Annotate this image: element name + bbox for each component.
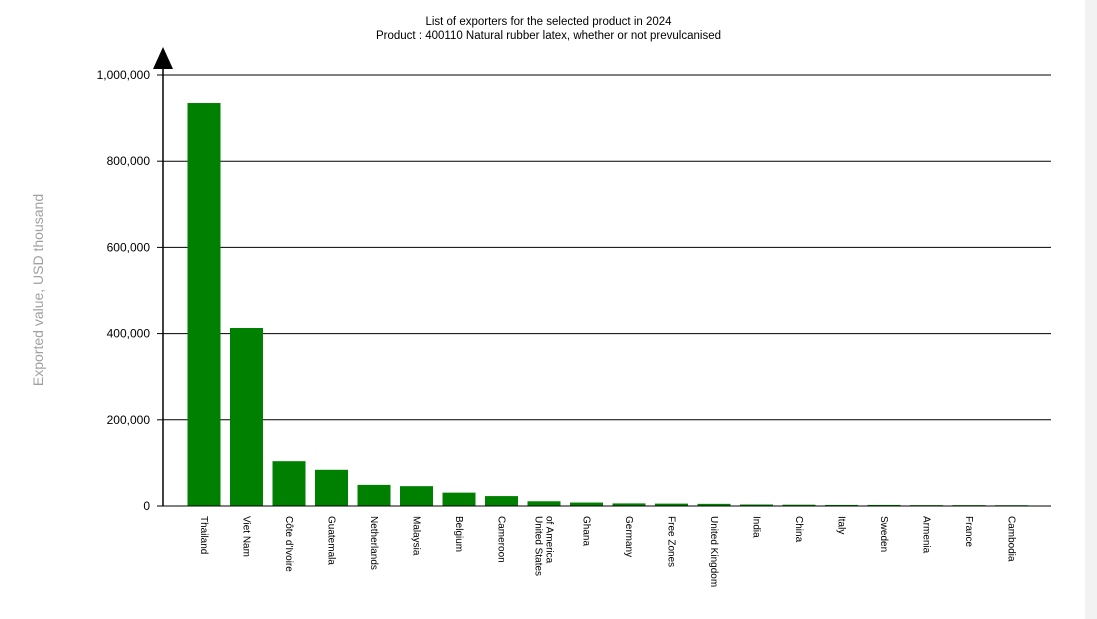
scrollbar-track[interactable] [1085, 0, 1097, 619]
x-tick-label: Netherlands [368, 516, 379, 570]
bar [442, 492, 476, 506]
axes [153, 47, 1051, 507]
x-tick-label: Germany [623, 516, 634, 557]
y-tick-label: 1,000,000 [97, 68, 151, 82]
x-tick-label: Cambodia [1006, 516, 1017, 562]
bar [782, 504, 816, 506]
bar [485, 496, 518, 506]
x-tick-label: United States [533, 516, 544, 576]
bar [740, 504, 773, 506]
x-tick-label: Viet Nam [241, 516, 252, 557]
chart-title: List of exporters for the selected produ… [425, 16, 672, 28]
bars [187, 103, 1028, 507]
y-tick-label: 800,000 [107, 154, 151, 168]
bar [315, 469, 348, 506]
x-tick-label: United Kingdom [708, 516, 719, 587]
x-tick-label: Belgium [453, 516, 464, 552]
x-tick-label: Thailand [198, 516, 209, 554]
bar [187, 103, 221, 506]
gridlines [163, 74, 1051, 421]
x-tick-label: Italy [836, 516, 847, 534]
bar [400, 486, 433, 506]
bar [357, 484, 391, 506]
chart-subtitle: Product : 400110 Natural rubber latex, w… [376, 30, 721, 42]
x-tick-label: Free Zones [666, 516, 677, 567]
x-tick-label: Sweden [878, 516, 889, 552]
x-tick-labels: Thailand Viet Nam Côte d'Ivoire Guatemala Ne… [198, 516, 1017, 587]
x-tick-label: Armenia [921, 516, 932, 554]
bar [272, 461, 306, 506]
y-tick-label: 0 [143, 499, 150, 513]
bar [825, 504, 858, 506]
y-axis-arrow-icon [153, 47, 173, 69]
x-tick-label: Guatemala [326, 516, 337, 565]
x-tick-label: Malaysia [411, 516, 422, 556]
y-tick-label: 400,000 [107, 327, 151, 341]
bar [570, 502, 603, 506]
x-tick-label: France [963, 516, 974, 548]
x-tick-label: Côte d'Ivoire [283, 516, 294, 572]
x-tick-label: India [751, 516, 762, 538]
y-tick-label: 600,000 [107, 240, 151, 254]
x-tick-label: of America [544, 516, 555, 564]
bar [527, 501, 561, 506]
x-tick-label: Cameroon [496, 516, 507, 563]
y-tick-labels: 0 200,000 400,000 600,000 800,000 1,000,000 [97, 68, 163, 513]
x-tick-label: Ghana [581, 516, 592, 546]
bar [655, 503, 688, 506]
y-axis-label: Exported value, USD thousand [30, 194, 46, 386]
bar [612, 503, 646, 506]
x-tick-label: China [793, 516, 804, 543]
bar [230, 327, 263, 506]
bar [867, 504, 901, 506]
bar [697, 503, 731, 506]
y-tick-label: 200,000 [107, 413, 151, 427]
